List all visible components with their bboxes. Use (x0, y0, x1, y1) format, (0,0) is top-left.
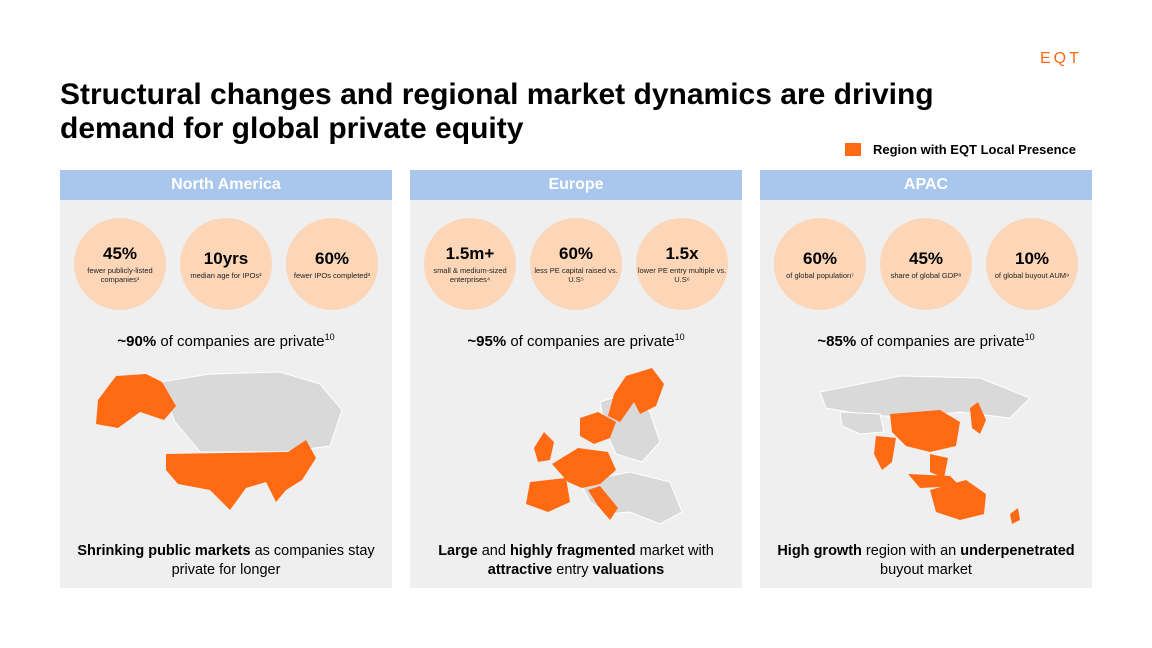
private-share: ~90% of companies are private10 (60, 332, 392, 350)
north-america-map (96, 371, 343, 510)
legend: Region with EQT Local Presence (845, 142, 1076, 157)
caption-part: attractive (487, 562, 553, 578)
stat-value: 1.5x (665, 244, 699, 263)
stat-circle: 60% of global population⁷ (774, 218, 866, 310)
panel-header: APAC (760, 170, 1092, 200)
stat-circle: 10yrs median age for IPOs² (180, 218, 272, 310)
private-share-value: ~85% (817, 333, 857, 350)
stat-value: 10yrs (203, 248, 249, 268)
stat-label: median age for IPOs² (190, 270, 262, 280)
caption-part: region with an (861, 543, 961, 559)
caption-part: underpenetrated (960, 543, 1075, 559)
stat-value: 45% (102, 244, 138, 263)
caption-part: entry (552, 562, 593, 578)
caption-part: High growth (777, 543, 862, 559)
stat-label: small & medium-sized enterprises⁴ (433, 266, 507, 284)
stat-value: 1.5m+ (445, 244, 495, 263)
stat-circle: 1.5x lower PE entry multiple vs. U.S⁶ (636, 218, 728, 310)
footnote-ref: 10 (674, 332, 685, 342)
stats-row: 45% fewer publicly-listed companies¹ 10y… (60, 218, 392, 310)
panel-header: North America (60, 170, 392, 200)
stat-value: 10% (1014, 248, 1050, 268)
stat-label: of global population⁷ (786, 270, 854, 280)
panel-caption: Large and highly fragmented market with … (410, 542, 742, 580)
private-share-text: of companies are private (506, 333, 675, 350)
stat-circle: 60% fewer IPOs completed³ (286, 218, 378, 310)
stat-label: less PE capital raised vs. U.S⁵ (534, 266, 618, 284)
caption-part: market with (635, 543, 714, 559)
stat-label: fewer IPOs completed³ (293, 270, 371, 280)
private-share-value: ~95% (467, 333, 507, 350)
panel-caption: Shrinking public markets as companies st… (60, 542, 392, 580)
stat-value: 60% (314, 248, 350, 268)
caption-part: highly fragmented (509, 543, 636, 559)
stat-circle: 1.5m+ small & medium-sized enterprises⁴ (424, 218, 516, 310)
caption-part: valuations (592, 562, 665, 578)
caption-part: and (477, 543, 510, 559)
panel-header: Europe (410, 170, 742, 200)
private-share: ~85% of companies are private10 (760, 332, 1092, 350)
stat-circle: 10% of global buyout AUM⁹ (986, 218, 1078, 310)
caption-part: buyout market (880, 562, 972, 578)
europe-map (526, 368, 683, 525)
legend-label: Region with EQT Local Presence (873, 142, 1076, 157)
private-share: ~95% of companies are private10 (410, 332, 742, 350)
stat-circle: 60% less PE capital raised vs. U.S⁵ (530, 218, 622, 310)
stat-circle: 45% share of global GDP⁸ (880, 218, 972, 310)
panel-europe: Europe 1.5m+ small & medium-sized enterp… (410, 170, 742, 588)
apac-map (819, 375, 1031, 524)
private-share-text: of companies are private (856, 333, 1025, 350)
private-share-value: ~90% (117, 333, 157, 350)
panel-caption: High growth region with an underpenetrat… (760, 542, 1092, 580)
legend-swatch (845, 143, 861, 156)
stat-circle: 45% fewer publicly-listed companies¹ (74, 218, 166, 310)
stats-row: 60% of global population⁷ 45% share of g… (760, 218, 1092, 310)
caption-part: Shrinking public markets (77, 543, 251, 559)
stat-value: 45% (908, 248, 944, 268)
stat-label: of global buyout AUM⁹ (994, 270, 1070, 280)
panel-north-america: North America 45% fewer publicly-listed … (60, 170, 392, 588)
footnote-ref: 10 (1024, 332, 1035, 342)
stat-label: lower PE entry multiple vs. U.S⁶ (637, 266, 727, 284)
caption-part: as companies stay private for longer (171, 543, 375, 578)
private-share-text: of companies are private (156, 333, 325, 350)
stat-value: 60% (802, 248, 838, 268)
page-title: Structural changes and regional market d… (60, 78, 934, 145)
eqt-logo: EQT (1040, 50, 1082, 67)
stat-value: 60% (558, 244, 594, 263)
stat-label: share of global GDP⁸ (890, 270, 962, 280)
panel-apac: APAC 60% of global population⁷ 45% share… (760, 170, 1092, 588)
stat-label: fewer publicly-listed companies¹ (87, 266, 153, 284)
caption-part: Large (438, 543, 478, 559)
stats-row: 1.5m+ small & medium-sized enterprises⁴ … (410, 218, 742, 310)
footnote-ref: 10 (324, 332, 335, 342)
